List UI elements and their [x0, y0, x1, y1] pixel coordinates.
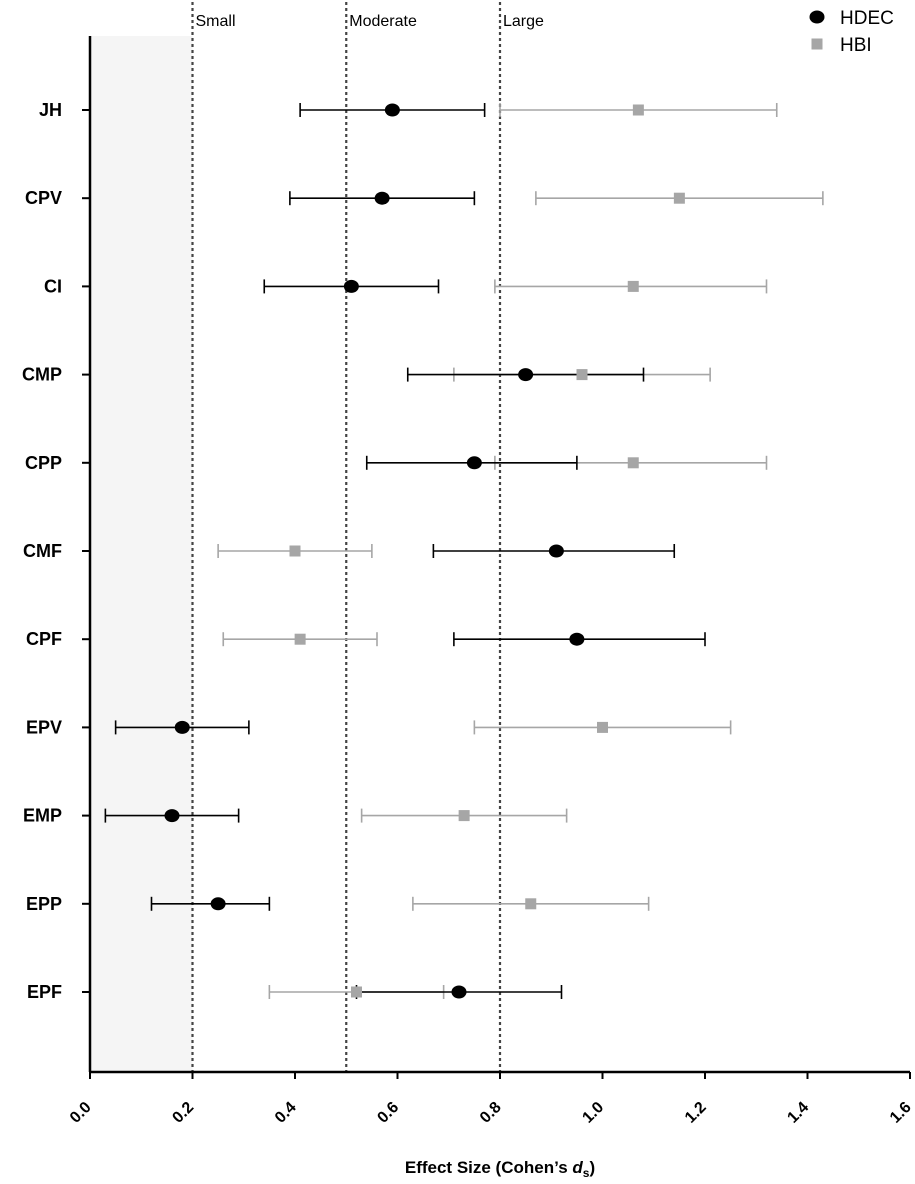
reference-label-large: Large — [503, 13, 544, 30]
x-tick-label: 1.4 — [784, 1099, 812, 1127]
y-tick-label-epv: EPV — [26, 717, 62, 737]
point-hdec-cpp — [466, 456, 482, 470]
y-tick-label-cmp: CMP — [22, 365, 62, 385]
legend-marker-hdec — [809, 10, 825, 24]
y-tick-label-emp: EMP — [23, 806, 62, 826]
point-hdec-epv — [174, 720, 190, 734]
reference-label-moderate: Moderate — [349, 13, 417, 30]
point-hbi-ci — [627, 280, 639, 292]
legend-label-hbi: HBI — [840, 35, 872, 56]
y-tick-label-cpf: CPF — [26, 629, 62, 649]
point-hbi-epp — [525, 898, 537, 910]
point-hbi-cpp — [627, 457, 639, 469]
y-tick-label-epf: EPF — [27, 982, 62, 1002]
point-hdec-cpv — [374, 191, 390, 205]
point-hdec-emp — [164, 809, 180, 823]
x-axis-label-text: Effect Size (Cohen’s — [405, 1158, 573, 1177]
x-tick-label: 1.0 — [579, 1099, 607, 1127]
point-hbi-cpf — [294, 633, 306, 645]
x-tick-label: 0.4 — [272, 1099, 300, 1127]
x-tick-label: 0.8 — [477, 1099, 505, 1127]
point-hdec-epf — [451, 985, 467, 999]
legend: HDEC HBI — [809, 8, 894, 56]
legend-marker-hbi — [811, 38, 823, 50]
point-hbi-epv — [597, 721, 608, 733]
x-axis-label: Effect Size (Cohen’s ds) — [405, 1158, 595, 1180]
point-hbi-cmf — [289, 545, 301, 557]
shaded-region-layer — [90, 36, 193, 1072]
point-hdec-cmp — [518, 368, 534, 382]
shaded-region — [90, 36, 193, 1072]
point-hbi-cmp — [576, 369, 588, 381]
point-hbi-epf — [351, 986, 362, 998]
legend-label-hdec: HDEC — [840, 8, 894, 29]
point-hbi-cpv — [673, 192, 685, 204]
point-hbi-emp — [458, 810, 470, 822]
x-tick-label: 1.2 — [682, 1099, 710, 1127]
y-tick-label-jh: JH — [39, 100, 62, 120]
x-tick-label: 0.6 — [374, 1099, 402, 1127]
error-bars-layer — [104, 103, 824, 999]
x-axis-label-subscript: s — [583, 1166, 590, 1180]
point-hdec-epp — [210, 897, 226, 911]
point-hdec-ci — [343, 279, 359, 293]
point-hbi-jh — [632, 104, 644, 116]
y-tick-label-ci: CI — [44, 276, 62, 296]
x-axis-label-symbol: d — [572, 1158, 583, 1177]
y-tick-label-cpv: CPV — [25, 188, 62, 208]
x-tick-label: 0.2 — [169, 1099, 197, 1127]
y-tick-label-cmf: CMF — [23, 541, 62, 561]
y-tick-label-cpp: CPP — [25, 453, 62, 473]
x-axis-label-close: ) — [589, 1158, 595, 1177]
points-layer — [164, 103, 685, 999]
x-tick-label: 1.6 — [887, 1099, 915, 1127]
point-hdec-jh — [384, 103, 400, 117]
x-tick-label: 0.0 — [67, 1099, 95, 1127]
reference-lines-layer: Small Moderate Large — [191, 2, 544, 1072]
y-tick-label-epp: EPP — [26, 894, 62, 914]
point-hdec-cmf — [548, 544, 564, 558]
point-hdec-cpf — [569, 632, 585, 646]
reference-label-small: Small — [196, 13, 236, 30]
